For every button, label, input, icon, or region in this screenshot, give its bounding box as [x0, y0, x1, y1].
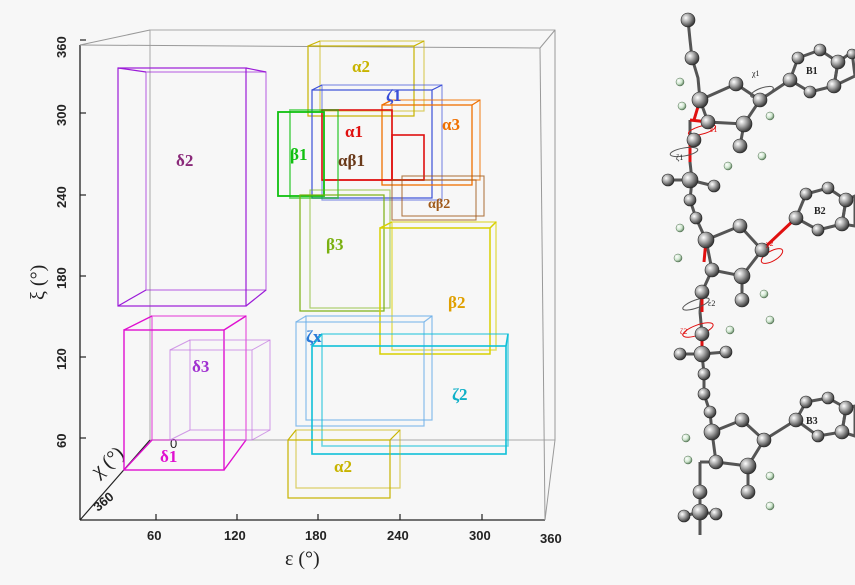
box-delta1	[123, 315, 247, 471]
y-axis: 60 120 180 240 300 360 ξ (°)	[27, 36, 86, 448]
y-tick-300: 300	[54, 104, 69, 126]
x-tick-300: 300	[469, 528, 491, 543]
box-zetax	[295, 315, 433, 427]
z-axis-label: χ (°)	[86, 442, 128, 482]
y-axis-label: ξ (°)	[27, 265, 49, 300]
heavy-atoms	[661, 12, 855, 523]
label-beta2: β2	[448, 293, 465, 312]
y-tick-120: 120	[54, 348, 69, 370]
box-zeta1	[311, 84, 443, 201]
torsion-chi1: χ1	[751, 69, 760, 78]
label-alphabeta2: αβ2	[428, 197, 450, 212]
x-tick-240: 240	[387, 528, 409, 543]
label-zeta2: ζ2	[452, 385, 468, 404]
torsion-zeta1: ζ1	[676, 153, 683, 162]
base-label-b3: B3	[806, 416, 818, 427]
x-tick-180: 180	[305, 528, 327, 543]
region-labels: α2 ζ1 α1 α3 αβ1 β1 δ2 αβ2 β3 β2 ζx ζ2 δ3…	[160, 57, 468, 476]
label-alpha3: α3	[442, 115, 460, 134]
label-zetax: ζx	[306, 327, 322, 346]
x-tick-360: 360	[540, 531, 562, 546]
box-alpha3	[381, 99, 481, 186]
base-label-b1: B1	[806, 66, 818, 77]
x-axis-label: ε (°)	[285, 548, 320, 570]
label-delta1: δ1	[160, 447, 177, 466]
x-tick-60: 60	[147, 528, 161, 543]
y-tick-240: 240	[54, 186, 69, 208]
torsion-chi2: χ2	[765, 239, 774, 248]
box-beta2	[379, 221, 497, 355]
base-label-b2: B2	[814, 206, 826, 217]
box-delta2	[117, 67, 267, 307]
z-tick-360: 360	[90, 489, 116, 514]
box-alpha2-bottom	[287, 429, 401, 499]
y-tick-360: 360	[54, 36, 69, 58]
y-tick-60: 60	[54, 434, 69, 448]
molecule: B1 B2 B3 χ1 ε1 ζ1 χ2 ε2 ζ2	[661, 12, 855, 535]
label-alpha1: α1	[345, 122, 363, 141]
z-tick-0: 0	[170, 436, 177, 451]
torsion-eps2: ε2	[708, 299, 715, 308]
torsion-zeta2: ζ2	[680, 327, 687, 336]
box-beta3	[299, 189, 391, 312]
label-zeta1: ζ1	[386, 86, 402, 105]
box-beta1	[277, 109, 339, 199]
y-tick-180: 180	[54, 267, 69, 289]
label-delta2: δ2	[176, 151, 193, 170]
label-alphabeta1: αβ1	[338, 151, 365, 170]
box-zeta2	[311, 333, 509, 455]
label-alpha2-top: α2	[352, 57, 370, 76]
hydrogen-atoms	[673, 77, 775, 511]
label-delta3: δ3	[192, 357, 209, 376]
label-beta1: β1	[290, 145, 307, 164]
box-delta3	[169, 339, 271, 441]
torsion-eps1: ε1	[710, 125, 717, 134]
label-beta3: β3	[326, 235, 343, 254]
x-tick-120: 120	[224, 528, 246, 543]
box-alpha2-top	[307, 40, 425, 117]
box-alphabeta2	[391, 175, 485, 221]
label-alpha2-bottom: α2	[334, 457, 352, 476]
x-axis: 60 120 180 240 300 360 ε (°)	[147, 514, 562, 570]
